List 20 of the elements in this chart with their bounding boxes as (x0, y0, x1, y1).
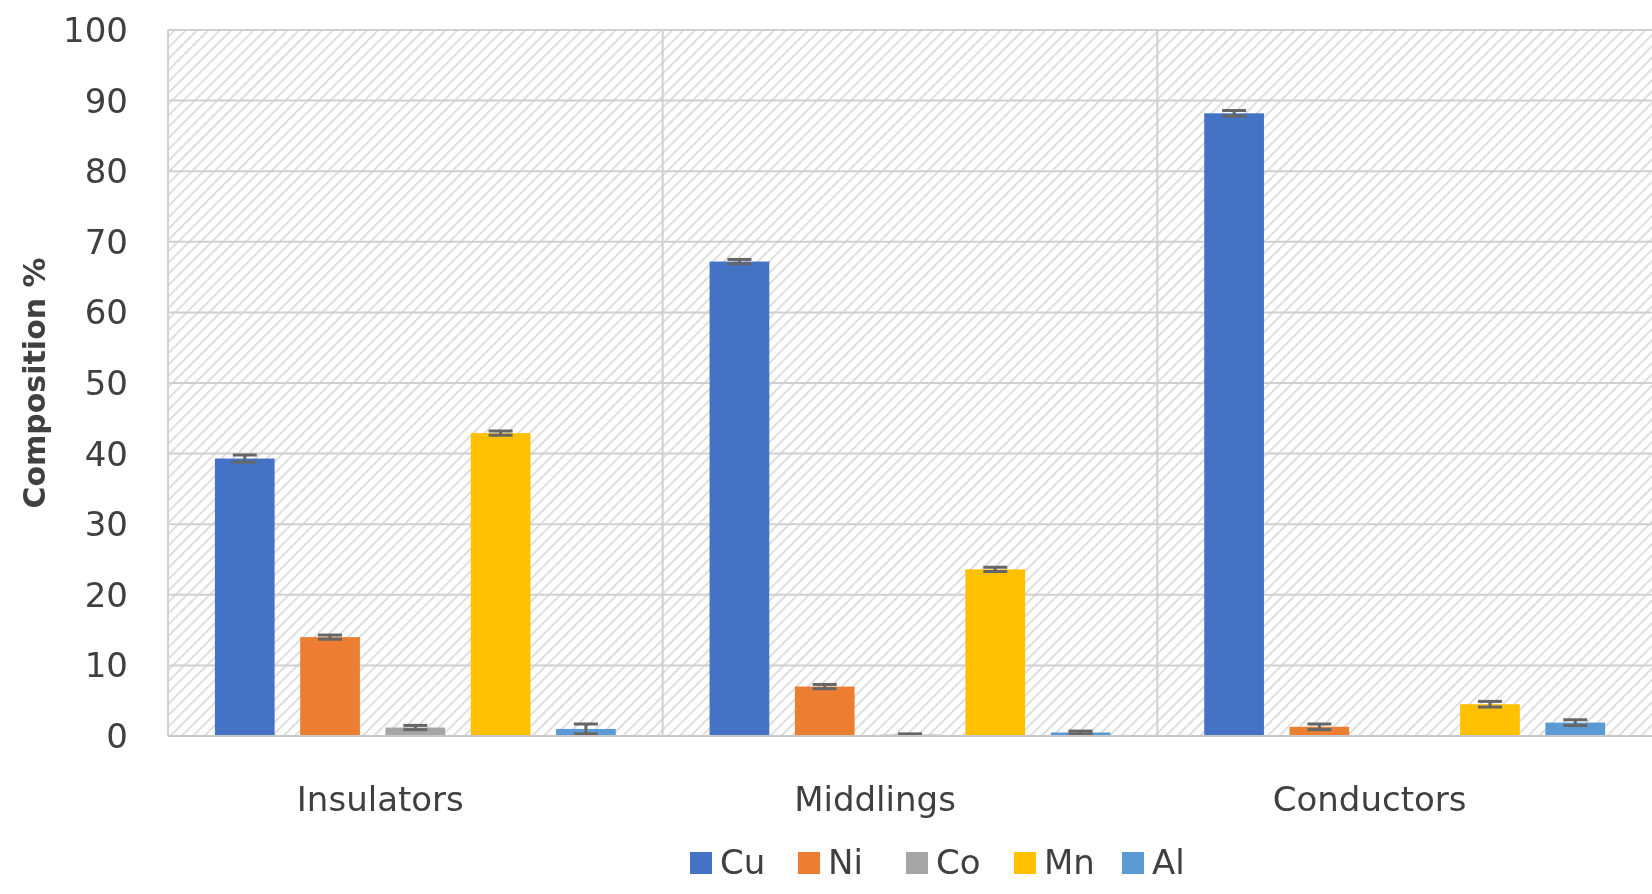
legend-label: Cu (720, 842, 766, 882)
y-tick-label: 40 (84, 433, 128, 474)
y-axis-title: Composition % (17, 257, 52, 509)
y-tick-label: 0 (106, 715, 128, 756)
legend-label: Al (1152, 842, 1185, 882)
x-tick-label: Insulators (296, 779, 464, 819)
x-tick-label: Conductors (1272, 779, 1467, 819)
y-tick-label: 30 (84, 504, 128, 545)
y-tick-label: 20 (84, 574, 128, 615)
y-tick-label: 80 (84, 151, 128, 192)
legend-label: Co (936, 842, 981, 882)
legend-label: Ni (828, 842, 863, 882)
x-tick-label: Middlings (794, 779, 956, 819)
y-tick-label: 90 (84, 80, 128, 121)
y-tick-label: 100 (63, 9, 128, 50)
y-tick-label: 70 (84, 221, 128, 262)
legend-label: Mn (1044, 842, 1095, 882)
y-tick-label: 50 (84, 362, 128, 403)
y-tick-label: 60 (84, 292, 128, 333)
y-tick-label: 10 (84, 645, 128, 686)
